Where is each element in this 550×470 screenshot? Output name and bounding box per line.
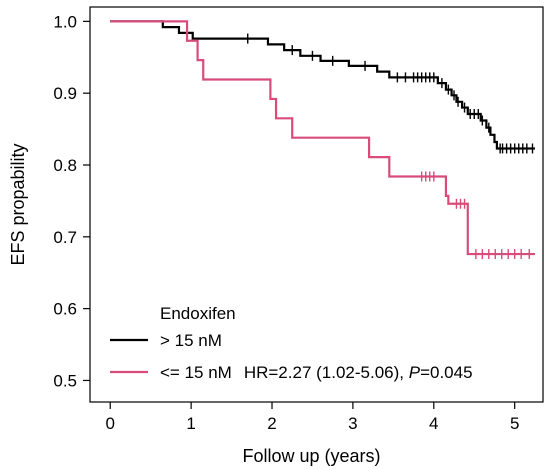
x-tick-label: 4 <box>429 414 438 433</box>
x-tick-label: 3 <box>348 414 357 433</box>
x-tick-label: 0 <box>105 414 114 433</box>
legend-title: Endoxifen <box>160 304 236 323</box>
survival-curve <box>110 20 535 256</box>
y-tick-label: 0.8 <box>53 156 77 175</box>
y-tick-label: 0.6 <box>53 300 77 319</box>
legend-series-name: <= 15 nM <box>160 363 232 382</box>
series-1 <box>110 20 535 260</box>
x-tick-label: 5 <box>510 414 519 433</box>
y-tick-label: 0.5 <box>53 371 77 390</box>
legend: Endoxifen > 15 nM <= 15 nM HR=2.27 (1.02-… <box>110 304 473 382</box>
legend-p-symbol: P <box>409 363 421 382</box>
legend-label-below-15: <= 15 nM HR=2.27 (1.02-5.06), P=0.045 <box>160 363 473 382</box>
y-tick-label: 1.0 <box>53 12 77 31</box>
y-tick-label: 0.9 <box>53 84 77 103</box>
x-tick-label: 2 <box>267 414 276 433</box>
y-tick-label: 0.7 <box>53 228 77 247</box>
series-lines <box>110 20 535 260</box>
x-axis-label: Follow up (years) <box>242 446 380 466</box>
x-tick-label: 1 <box>186 414 195 433</box>
survival-curve <box>110 20 535 150</box>
legend-label-above-15: > 15 nM <box>160 331 222 350</box>
y-axis-label: EFS propability <box>8 143 28 265</box>
legend-p-value: =0.045 <box>420 363 472 382</box>
series-0 <box>110 20 535 154</box>
axes: 0 1 2 3 4 5 0.5 0.6 0.7 0.8 0.9 1.0 Follow up (years… <box>8 6 544 466</box>
legend-hr-annotation: HR=2.27 (1.02-5.06), <box>244 363 409 382</box>
plot-frame <box>89 6 544 403</box>
